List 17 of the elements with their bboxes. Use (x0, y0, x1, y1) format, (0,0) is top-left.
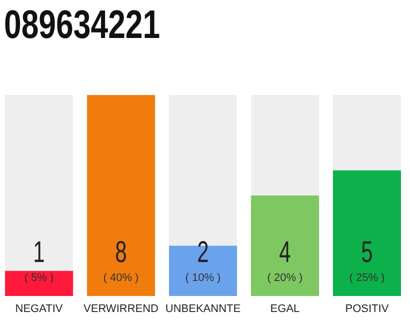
x-tick-label: UNBEKANNTE (165, 303, 241, 315)
data-label: ( 20% ) (267, 272, 303, 284)
annotation: 8 (115, 236, 127, 269)
annotation: 1 (33, 236, 45, 269)
annotation: 2 (197, 236, 209, 269)
data-label: ( 40% ) (103, 272, 139, 284)
annotation: 5 (361, 236, 373, 269)
x-tick-label: VERWIRREND (84, 303, 159, 315)
data-label: ( 25% ) (349, 272, 385, 284)
chart-title: 089634221 (4, 2, 160, 47)
x-tick-label: POSITIV (345, 303, 390, 315)
x-tick-label: NEGATIV (15, 303, 64, 315)
x-tick-label: EGAL (270, 303, 300, 315)
data-label: ( 10% ) (185, 272, 221, 284)
annotation: 4 (279, 236, 291, 269)
data-label: ( 5% ) (24, 272, 54, 284)
bar (5, 270, 74, 296)
